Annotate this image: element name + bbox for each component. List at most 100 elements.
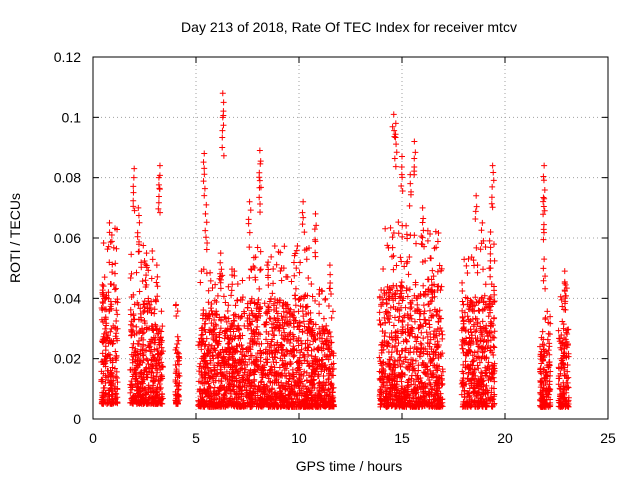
data-point [113, 368, 120, 375]
data-point [393, 348, 400, 355]
data-point [325, 356, 332, 363]
data-point [218, 357, 225, 364]
data-point [471, 385, 478, 392]
data-point [327, 280, 334, 287]
data-point [311, 226, 318, 233]
data-point [248, 352, 255, 359]
data-point [132, 376, 139, 383]
x-tick-label: 15 [394, 430, 410, 446]
data-point [229, 281, 236, 288]
data-point [402, 345, 409, 352]
y-tick-label: 0.1 [62, 109, 82, 125]
data-point [410, 349, 417, 356]
data-point [112, 383, 119, 390]
data-point [146, 343, 153, 350]
data-point [436, 315, 443, 322]
data-point [320, 315, 327, 322]
data-point [131, 165, 138, 172]
data-point [471, 366, 478, 373]
data-point [113, 390, 120, 397]
data-point [479, 370, 486, 377]
data-point [215, 390, 222, 397]
data-point [99, 400, 106, 407]
data-point [249, 397, 256, 404]
data-point [264, 340, 271, 347]
data-point [539, 328, 546, 335]
data-point [309, 369, 316, 376]
data-point [380, 266, 387, 273]
data-point [431, 362, 438, 369]
data-point [434, 268, 441, 275]
data-point [259, 374, 266, 381]
data-point [299, 221, 306, 228]
data-point [312, 210, 319, 217]
data-point [559, 339, 566, 346]
data-point [278, 277, 285, 284]
data-point [393, 381, 400, 388]
data-point [290, 335, 297, 342]
data-point [200, 387, 207, 394]
data-point [209, 400, 216, 407]
data-point [287, 306, 294, 313]
data-point [467, 366, 474, 373]
data-point [565, 374, 572, 381]
data-point [557, 335, 564, 342]
data-point [128, 382, 135, 389]
data-point [257, 305, 264, 312]
data-point [264, 359, 271, 366]
data-point [555, 364, 562, 371]
data-point [146, 307, 153, 314]
data-point [438, 403, 445, 410]
data-point [540, 203, 547, 210]
data-point [250, 312, 257, 319]
data-point [313, 366, 320, 373]
data-point [98, 376, 105, 383]
data-point [112, 285, 119, 292]
data-point [470, 357, 477, 364]
data-point [286, 331, 293, 338]
data-point [321, 330, 328, 337]
data-point [217, 250, 224, 257]
data-point [149, 256, 156, 263]
data-point [231, 318, 238, 325]
data-point [479, 219, 486, 226]
data-point [392, 134, 399, 141]
data-point [426, 403, 433, 410]
data-point [411, 292, 418, 299]
data-point [130, 174, 137, 181]
data-point [134, 233, 141, 240]
data-point [114, 337, 121, 344]
data-point [244, 300, 251, 307]
data-point [174, 398, 181, 405]
data-point [382, 361, 389, 368]
data-point [379, 328, 386, 335]
data-point [480, 324, 487, 331]
data-point [413, 240, 420, 247]
data-point [231, 382, 238, 389]
data-point [281, 383, 288, 390]
data-point [420, 369, 427, 376]
data-point [396, 357, 403, 364]
data-point [291, 377, 298, 384]
data-point [232, 333, 239, 340]
data-point [263, 328, 270, 335]
data-point [217, 285, 224, 292]
data-point [397, 287, 404, 294]
data-point [561, 288, 568, 295]
data-point [396, 307, 403, 314]
data-point [223, 318, 230, 325]
data-point [564, 368, 571, 375]
data-point [175, 353, 182, 360]
data-point [277, 321, 284, 328]
data-point [412, 372, 419, 379]
data-point [393, 262, 400, 269]
data-point [107, 328, 114, 335]
data-point [140, 392, 147, 399]
data-point [133, 323, 140, 330]
data-point [290, 353, 297, 360]
data-point [260, 367, 267, 374]
data-point [127, 321, 134, 328]
data-point [414, 295, 421, 302]
data-point [460, 375, 467, 382]
data-point [267, 402, 274, 409]
